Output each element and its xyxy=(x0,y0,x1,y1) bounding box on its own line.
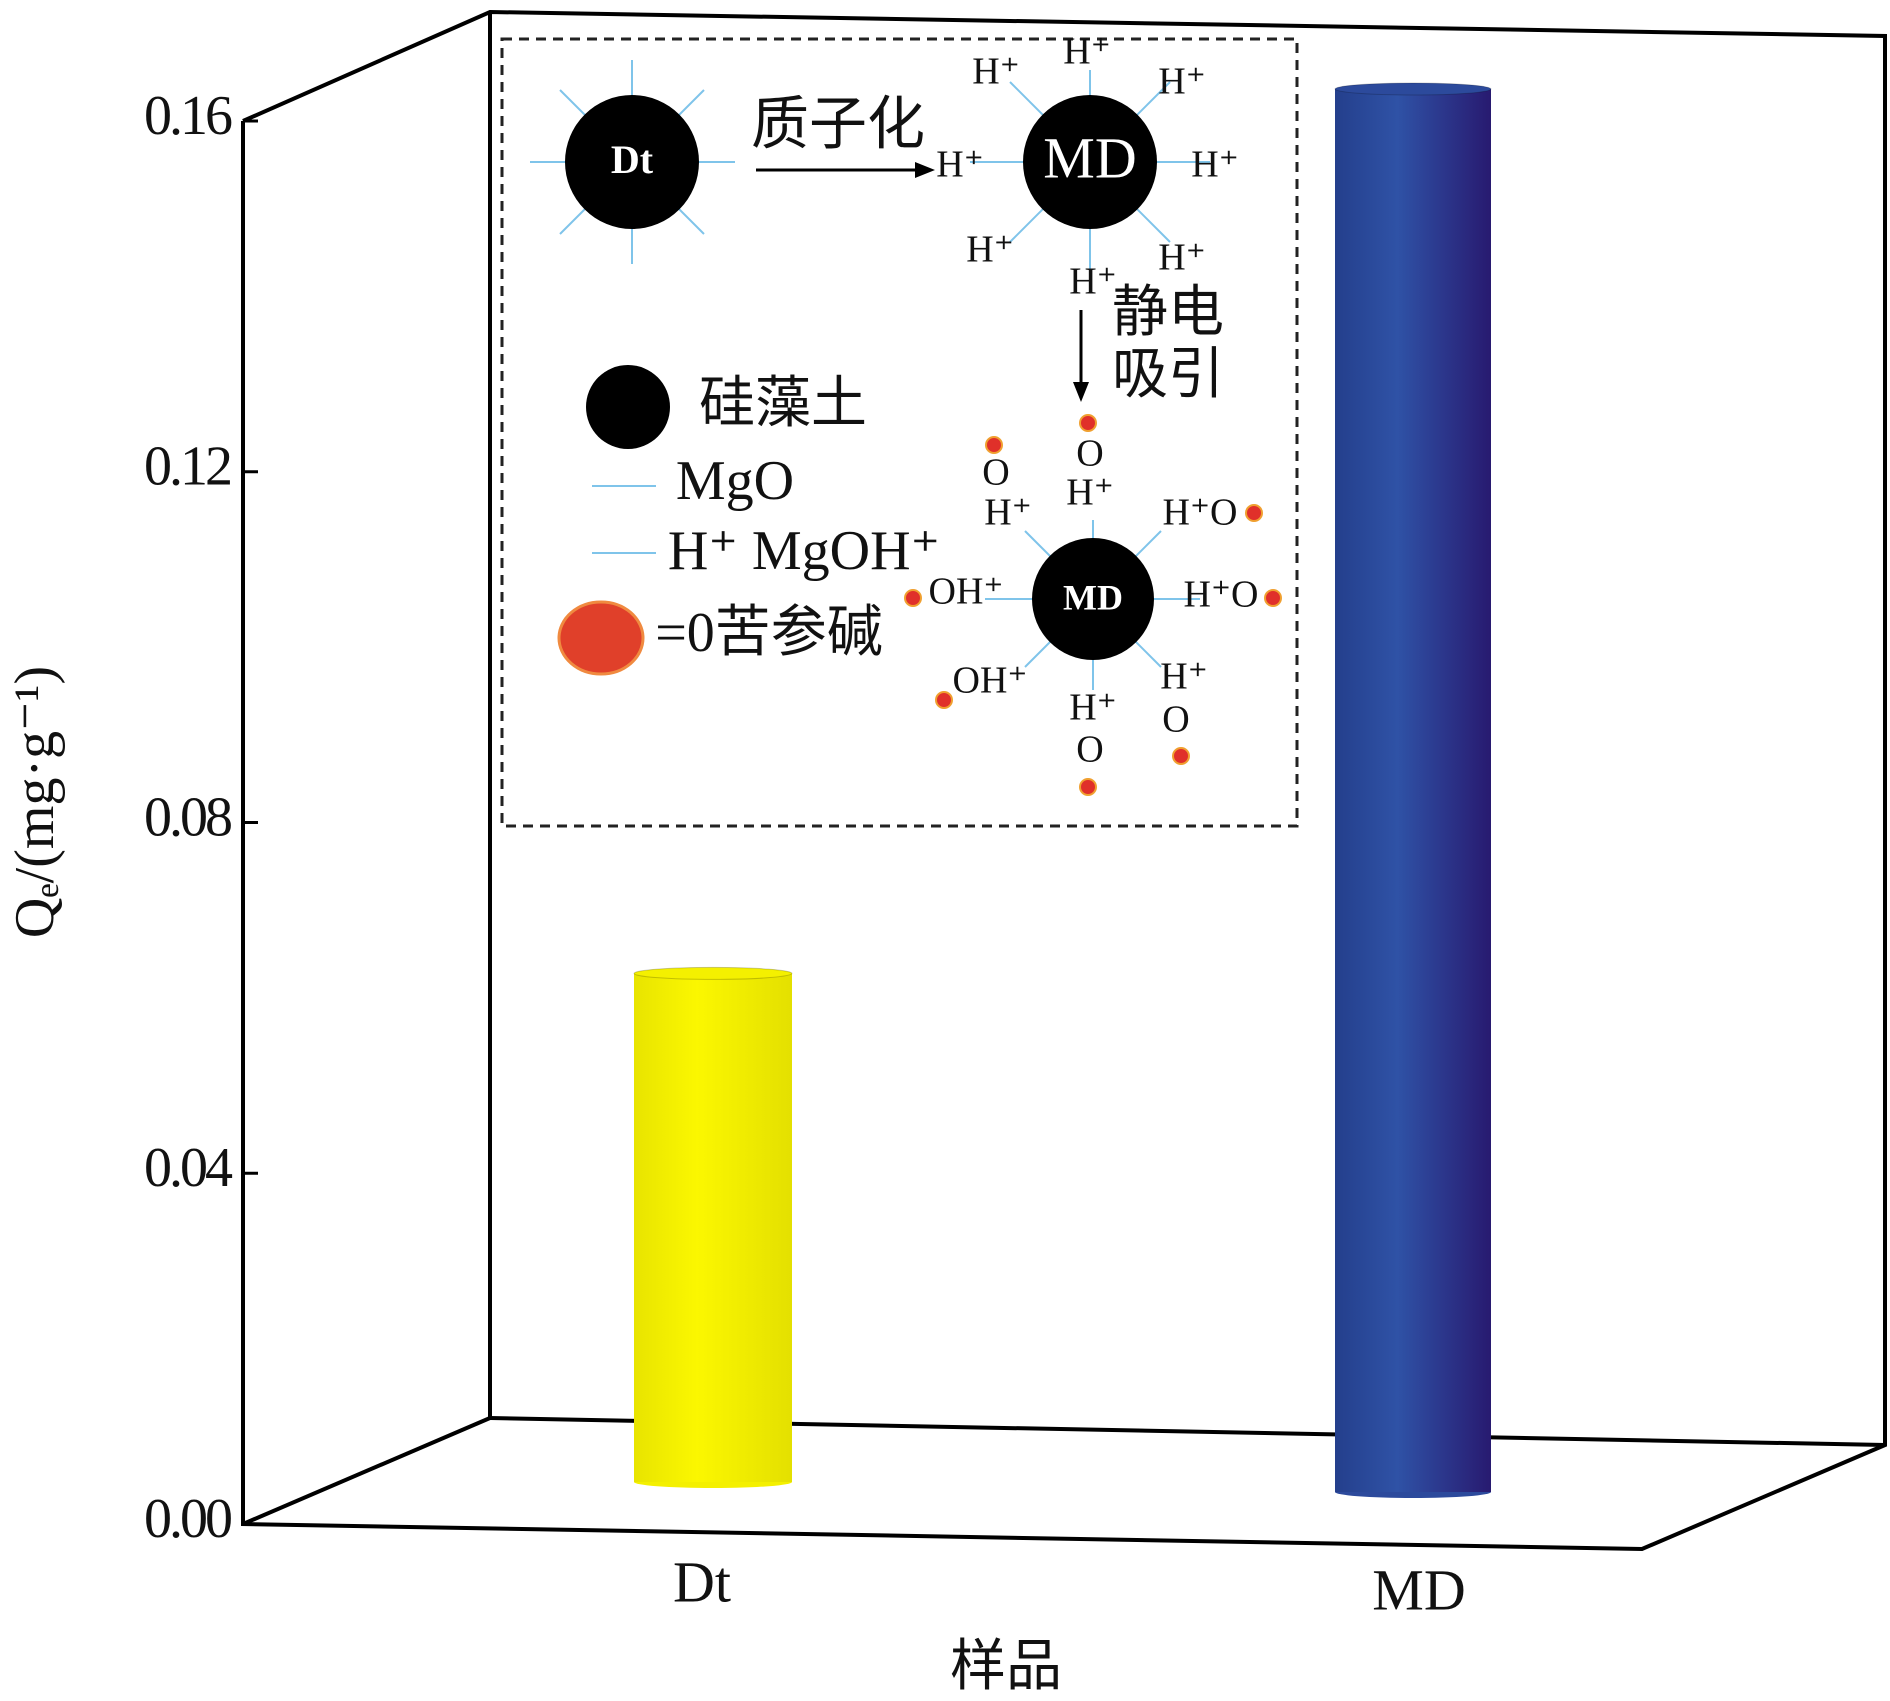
annotation: MgO xyxy=(676,450,794,512)
annotation: H⁺ xyxy=(1191,144,1239,186)
x-axis-label: 样品 xyxy=(950,1636,1062,1698)
annotation: H⁺ xyxy=(1069,261,1117,303)
annotation: O xyxy=(982,452,1009,494)
annotation: Dt xyxy=(611,137,654,182)
annotation: MD xyxy=(1063,577,1123,617)
annotation: H⁺ xyxy=(1160,656,1208,698)
x-tick-label: Dt xyxy=(673,1549,731,1614)
y-tick-label: 0.08 xyxy=(144,786,231,848)
annotation: H⁺ xyxy=(1066,472,1114,514)
annotation: OH⁺ xyxy=(929,571,1004,613)
annotation: H⁺ xyxy=(1063,31,1111,73)
annotation: O xyxy=(1076,729,1103,771)
annotation: H⁺ xyxy=(1158,61,1206,103)
annotation: MD xyxy=(1043,125,1136,190)
annotation: H⁺ xyxy=(966,229,1014,271)
annotation: =0苦参碱 xyxy=(655,602,883,664)
annotation: O xyxy=(1162,699,1189,741)
annotation: O xyxy=(1076,433,1103,475)
annotation: 吸引 xyxy=(1112,344,1224,406)
x-tick-label: MD xyxy=(1372,1557,1465,1622)
y-tick-label: 0.16 xyxy=(144,85,232,147)
bar-top xyxy=(1334,82,1492,96)
bar-top xyxy=(633,966,793,980)
annotation: H⁺ xyxy=(984,492,1032,534)
annotation: 静电 xyxy=(1112,282,1224,344)
annotation: 硅藻土 xyxy=(699,373,867,435)
inset xyxy=(500,37,1299,828)
annotation: H⁺O xyxy=(1184,574,1259,616)
annotation: H⁺ xyxy=(1158,237,1206,279)
annotation: OH⁺ xyxy=(953,660,1028,702)
bar xyxy=(1335,89,1491,1492)
bar xyxy=(634,973,792,1482)
y-tick-label: 0.00 xyxy=(144,1488,231,1550)
annotation: H⁺ MgOH⁺ xyxy=(668,520,940,582)
annotation: H⁺ xyxy=(972,51,1020,93)
frame xyxy=(241,9,1887,1552)
annotation: H⁺O xyxy=(1163,492,1238,534)
annotation: H⁺ xyxy=(936,144,984,186)
annotation: 质子化 xyxy=(751,91,925,156)
y-tick-label: 0.12 xyxy=(144,436,230,498)
y-tick-label: 0.04 xyxy=(144,1137,233,1199)
y-axis-label: Qₑ/(mg·g⁻¹) xyxy=(4,666,66,938)
annotation: H⁺ xyxy=(1069,687,1117,729)
